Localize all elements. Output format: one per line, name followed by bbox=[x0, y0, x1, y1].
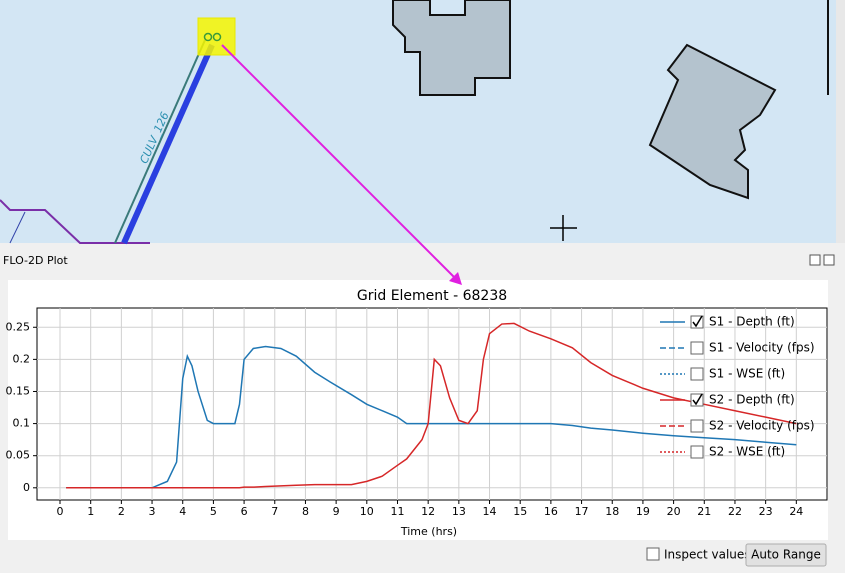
legend-label: S2 - WSE (ft) bbox=[709, 445, 785, 459]
node bbox=[203, 32, 213, 42]
legend-checkbox[interactable] bbox=[690, 445, 704, 459]
culvert-outline bbox=[114, 39, 206, 244]
x-tick-label: 0 bbox=[57, 505, 64, 518]
close-button[interactable] bbox=[823, 254, 835, 266]
x-axis-label: Time (hrs) bbox=[400, 525, 457, 538]
x-tick-label: 19 bbox=[636, 505, 650, 518]
x-tick-label: 21 bbox=[697, 505, 711, 518]
x-tick-label: 11 bbox=[390, 505, 404, 518]
legend-label: S1 - Depth (ft) bbox=[709, 315, 795, 329]
x-tick-label: 18 bbox=[605, 505, 619, 518]
x-tick-label: 2 bbox=[118, 505, 125, 518]
x-tick-label: 16 bbox=[544, 505, 558, 518]
legend-label: S2 - Velocity (fps) bbox=[709, 419, 815, 433]
legend-check bbox=[692, 393, 703, 406]
inspect-checkbox[interactable] bbox=[646, 547, 660, 561]
auto-range-label[interactable]: Auto Range bbox=[751, 548, 821, 562]
x-tick-label: 10 bbox=[360, 505, 374, 518]
building bbox=[648, 43, 777, 200]
arrow bbox=[221, 44, 459, 282]
x-tick-label: 24 bbox=[789, 505, 803, 518]
auto-range-button[interactable] bbox=[745, 543, 827, 567]
y-tick-label: 0.2 bbox=[13, 352, 31, 365]
culvert bbox=[121, 43, 215, 245]
building bbox=[392, 0, 511, 96]
legend-check bbox=[692, 315, 703, 328]
y-tick-label: 0.25 bbox=[6, 320, 31, 333]
x-tick-label: 23 bbox=[759, 505, 773, 518]
channel bbox=[9, 211, 26, 244]
chart-title: Grid Element - 68238 bbox=[357, 288, 507, 304]
inspect-label[interactable]: Inspect values bbox=[664, 548, 751, 562]
map-scrollbar bbox=[836, 0, 845, 243]
float-button[interactable] bbox=[809, 254, 821, 266]
selection-box bbox=[197, 17, 236, 56]
x-tick-label: 4 bbox=[179, 505, 186, 518]
legend-label: S1 - WSE (ft) bbox=[709, 367, 785, 381]
map: CULV_126 bbox=[0, 0, 845, 245]
y-tick-label: 0.05 bbox=[6, 449, 31, 462]
x-tick-label: 5 bbox=[210, 505, 217, 518]
x-tick-label: 22 bbox=[728, 505, 742, 518]
node bbox=[212, 32, 222, 42]
y-tick-label: 0.1 bbox=[13, 417, 31, 430]
legend-checkbox[interactable] bbox=[690, 419, 704, 433]
y-tick-label: 0 bbox=[23, 481, 30, 494]
legend-checkbox[interactable] bbox=[690, 341, 704, 355]
legend-label: S2 - Depth (ft) bbox=[709, 393, 795, 407]
x-tick-label: 17 bbox=[575, 505, 589, 518]
legend-label: S1 - Velocity (fps) bbox=[709, 341, 815, 355]
channel bbox=[0, 199, 150, 244]
x-tick-label: 12 bbox=[421, 505, 435, 518]
x-tick-label: 9 bbox=[333, 505, 340, 518]
x-tick-label: 7 bbox=[271, 505, 278, 518]
x-tick-label: 3 bbox=[149, 505, 156, 518]
x-tick-label: 8 bbox=[302, 505, 309, 518]
x-tick-label: 15 bbox=[513, 505, 527, 518]
arrow-head bbox=[449, 272, 462, 285]
x-tick-label: 1 bbox=[87, 505, 94, 518]
panel-title: FLO-2D Plot bbox=[3, 254, 68, 267]
x-tick-label: 13 bbox=[452, 505, 466, 518]
y-tick-label: 0.15 bbox=[6, 384, 31, 397]
series-line bbox=[66, 322, 797, 489]
series-line bbox=[66, 345, 797, 489]
x-tick-label: 14 bbox=[483, 505, 497, 518]
x-tick-label: 6 bbox=[241, 505, 248, 518]
legend-checkbox[interactable] bbox=[690, 367, 704, 381]
x-tick-label: 20 bbox=[667, 505, 681, 518]
